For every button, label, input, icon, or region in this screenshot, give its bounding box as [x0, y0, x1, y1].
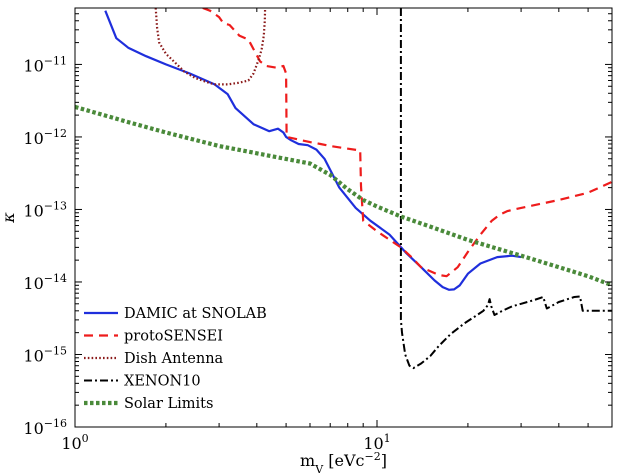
legend-label-1: DAMIC at SNOLAB [124, 306, 267, 322]
series-layer [75, 8, 612, 370]
series-line-5 [75, 104, 612, 288]
series-line-2 [202, 8, 612, 278]
series-line-3 [154, 8, 267, 86]
x-axis-label-unit-exp: −2 [364, 450, 380, 463]
legend-label-3: Dish Antenna [124, 351, 224, 367]
series-line-1 [104, 10, 522, 291]
y-tick-label: 10−15 [23, 344, 67, 365]
x-tick-label: 100 [61, 432, 88, 453]
x-tick-label: 101 [363, 432, 390, 453]
y-tick-label: 10−11 [23, 54, 67, 75]
x-axis-label: mV [eVc−2] [300, 450, 387, 474]
legend-label-2: protoSENSEI [124, 329, 223, 345]
legend: DAMIC at SNOLAB protoSENSEI Dish Antenna XE… [84, 306, 267, 412]
legend-label-5: Solar Limits [124, 396, 213, 412]
tick-layer [74, 7, 613, 428]
y-tick-label: 10−16 [23, 417, 67, 438]
label-layer: 100 101 10−16 10−15 10−14 10−13 10−12 10−11 [23, 54, 390, 453]
y-axis-label: κ [0, 212, 18, 224]
x-axis-label-sub: V [314, 463, 324, 474]
legend-label-4: XENON10 [124, 374, 201, 390]
x-axis-label-end: ] [381, 451, 387, 470]
plot-frame [74, 7, 613, 428]
y-tick-label: 10−14 [23, 272, 67, 293]
y-tick-label: 10−13 [23, 199, 67, 220]
x-axis-label-unit: [eVc [323, 451, 364, 470]
y-tick-label: 10−12 [23, 127, 67, 148]
x-axis-label-main: m [300, 451, 315, 470]
series-line-4 [399, 8, 612, 370]
